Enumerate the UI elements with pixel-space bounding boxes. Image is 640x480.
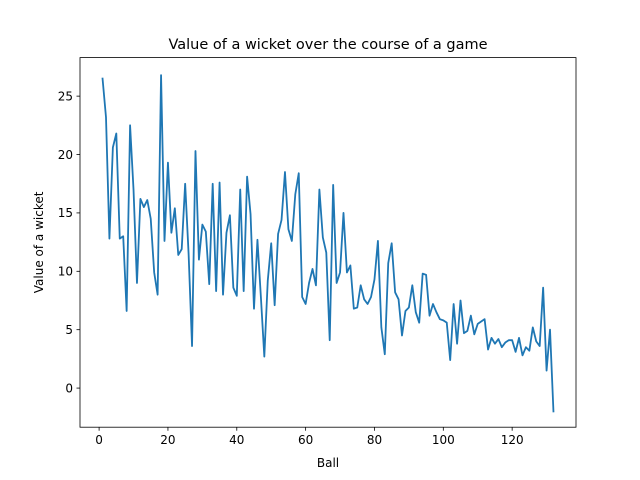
x-tick-label: 120 bbox=[501, 433, 524, 447]
x-tick-label: 20 bbox=[160, 433, 175, 447]
x-tick-label: 60 bbox=[298, 433, 313, 447]
y-tick-label: 5 bbox=[65, 323, 73, 337]
x-axis-ticks: 0 20 40 60 80 100 120 bbox=[95, 427, 524, 447]
x-tick-label: 100 bbox=[432, 433, 455, 447]
y-tick-label: 20 bbox=[58, 148, 73, 162]
series-line bbox=[101, 74, 555, 413]
y-tick-label: 0 bbox=[65, 381, 73, 395]
x-axis-label: Ball bbox=[317, 456, 339, 470]
y-axis-label: Value of a wicket bbox=[32, 191, 46, 293]
x-tick-label: 0 bbox=[95, 433, 103, 447]
chart-title: Value of a wicket over the course of a g… bbox=[168, 37, 487, 53]
y-tick-label: 15 bbox=[58, 206, 73, 220]
plot-frame bbox=[79, 57, 577, 428]
y-tick-label: 25 bbox=[58, 89, 73, 103]
y-axis-ticks: 0 5 10 15 20 25 bbox=[58, 89, 80, 395]
x-tick-label: 80 bbox=[367, 433, 382, 447]
y-tick-label: 10 bbox=[58, 265, 73, 279]
plot-area bbox=[80, 57, 576, 428]
x-tick-label: 40 bbox=[229, 433, 244, 447]
